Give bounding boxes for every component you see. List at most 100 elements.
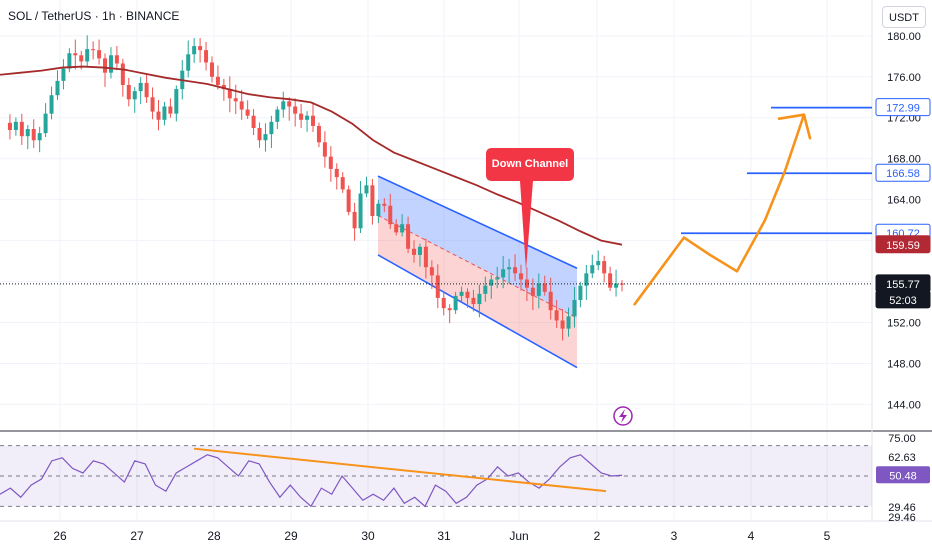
candle-body[interactable] [453,295,458,311]
candle[interactable] [67,48,72,73]
candle-body[interactable] [61,68,66,81]
candle-body[interactable] [305,115,310,120]
candle-body[interactable] [536,283,541,296]
rsi-pane[interactable] [0,445,872,508]
candle[interactable] [501,255,506,289]
candle-body[interactable] [198,46,203,51]
candle[interactable] [513,254,518,282]
candle-body[interactable] [251,115,256,128]
candle[interactable] [263,123,268,152]
rsi-trendline[interactable] [193,447,607,493]
candle[interactable] [614,269,619,297]
candle[interactable] [340,172,345,193]
candle[interactable] [548,277,553,320]
candle-body[interactable] [281,101,286,110]
candle[interactable] [7,114,12,140]
candle-body[interactable] [394,224,399,233]
candle-body[interactable] [108,55,113,73]
candle[interactable] [376,199,381,224]
candle-body[interactable] [554,310,559,321]
candle[interactable] [596,250,601,271]
candle[interactable] [305,111,310,132]
candle[interactable] [61,59,66,90]
candle[interactable] [524,267,529,302]
candle[interactable] [489,275,494,299]
candle[interactable] [483,276,488,302]
candle[interactable] [19,113,24,145]
candle-body[interactable] [602,261,607,274]
candle-body[interactable] [376,203,381,217]
candle-body[interactable] [221,84,226,90]
candle-body[interactable] [614,283,619,288]
candle[interactable] [417,243,422,267]
candle[interactable] [73,39,78,70]
candle[interactable] [334,163,339,190]
candle[interactable] [162,101,167,126]
candle-body[interactable] [186,54,191,71]
candle[interactable] [584,265,589,300]
candle-body[interactable] [352,211,357,229]
candle[interactable] [566,307,571,337]
candle[interactable] [25,125,30,150]
candle[interactable] [103,53,108,87]
candle-body[interactable] [245,109,250,116]
candle-body[interactable] [257,127,262,141]
candle-body[interactable] [37,133,42,141]
candle[interactable] [108,47,113,79]
candle-body[interactable] [572,299,577,317]
candle[interactable] [400,214,405,237]
candle-body[interactable] [239,101,244,110]
candle[interactable] [114,46,119,71]
candle-body[interactable] [417,246,422,255]
candle[interactable] [608,266,613,292]
candle-body[interactable] [7,122,12,131]
ma-badge[interactable]: 159.59 [875,235,931,254]
candle[interactable] [257,122,262,148]
candle[interactable] [364,176,369,198]
candle[interactable] [43,103,48,138]
candle-body[interactable] [215,76,220,85]
candle[interactable] [168,98,173,118]
candle-body[interactable] [435,275,440,298]
candle-body[interactable] [209,62,214,77]
candle[interactable] [518,264,523,291]
candle-body[interactable] [103,58,108,73]
candle-body[interactable] [608,273,613,288]
candle[interactable] [507,258,512,284]
level-badge[interactable]: 166.58 [875,163,931,182]
candle[interactable] [85,35,90,67]
candle-body[interactable] [513,267,518,274]
candle-body[interactable] [596,261,601,266]
lightning-icon[interactable] [613,406,633,426]
candle-body[interactable] [560,320,565,329]
candle-body[interactable] [423,246,428,268]
candle[interactable] [394,219,399,236]
candle[interactable] [554,299,559,328]
candle-body[interactable] [334,168,339,178]
candle[interactable] [602,255,607,283]
candle-body[interactable] [578,285,583,300]
candle-body[interactable] [477,293,482,305]
candle[interactable] [120,58,125,97]
candle[interactable] [97,39,102,65]
candle[interactable] [352,202,357,241]
candle[interactable] [441,291,446,316]
candle-body[interactable] [25,129,30,137]
candle[interactable] [477,284,482,318]
candle[interactable] [174,85,179,122]
symbol-title[interactable]: SOL / TetherUS · 1h · BINANCE [8,9,180,23]
candle[interactable] [186,40,191,78]
candle[interactable] [281,91,286,118]
projection-path[interactable] [632,114,806,306]
candle-body[interactable] [150,97,155,112]
candles[interactable] [7,35,624,341]
candle[interactable] [429,260,434,289]
candle-body[interactable] [340,177,345,190]
candle[interactable] [471,289,476,312]
candle-body[interactable] [530,287,535,296]
candle[interactable] [388,193,393,229]
channel-lower-line[interactable] [377,254,578,369]
candle-body[interactable] [79,55,84,62]
candle[interactable] [55,70,60,101]
